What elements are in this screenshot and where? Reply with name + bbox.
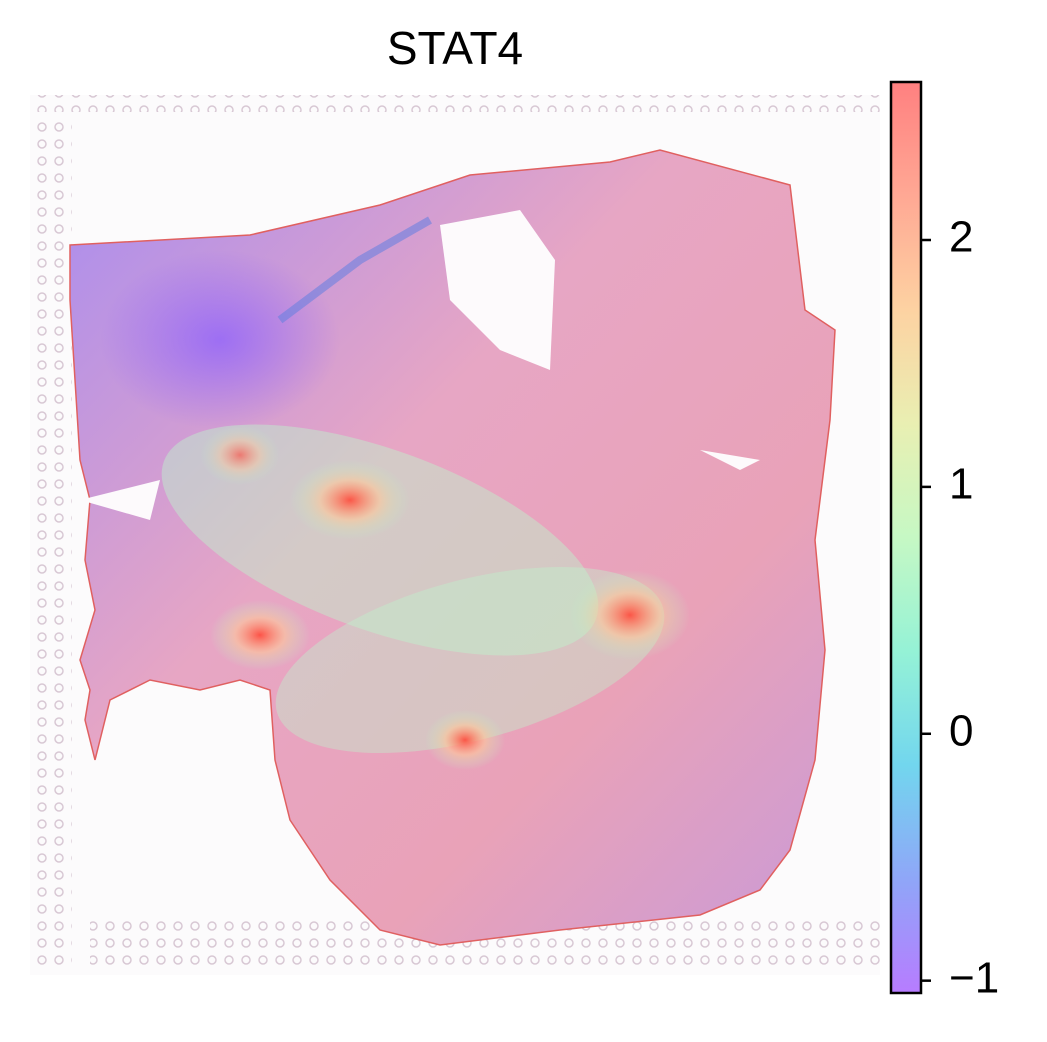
colorbar-tick-label: −1 [949,953,999,1002]
tissue-image [30,95,880,975]
chart-title: STAT4 [387,22,523,74]
colorbar-tick-label: 1 [949,460,973,509]
colorbar-tick-label: 2 [949,213,973,262]
colorbar-fill [889,80,923,995]
colorbar: −1 0 1 2 [889,80,999,1002]
colorbar-tick-label: 0 [949,706,973,755]
